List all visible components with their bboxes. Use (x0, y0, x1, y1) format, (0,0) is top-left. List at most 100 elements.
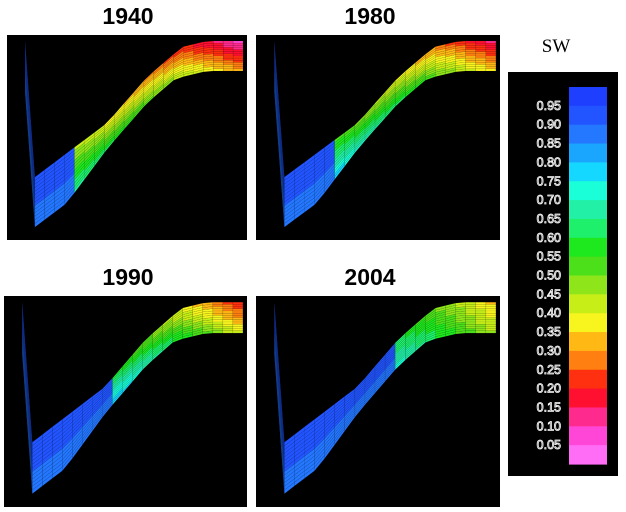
panel-1940 (7, 35, 247, 240)
grid-cell (222, 51, 234, 55)
grid-cell (213, 66, 224, 70)
grid-cell (232, 47, 244, 50)
grid-cell (232, 51, 244, 55)
grid-cell (212, 313, 224, 316)
grid-cell (222, 68, 234, 72)
grid-cell (232, 64, 244, 67)
grid-cell (465, 62, 477, 65)
legend-tick-label: 0.95 (537, 99, 561, 113)
grid-cell (475, 313, 487, 316)
grid-cell (475, 42, 487, 46)
grid-cell (485, 326, 497, 329)
grid-cell (475, 301, 487, 305)
grid-cell (485, 53, 497, 57)
legend-swatch (569, 313, 607, 333)
grid-cell (232, 304, 244, 307)
grid-cell (465, 324, 477, 327)
grid-cell (232, 40, 244, 44)
grid-cell (213, 49, 224, 52)
grid-cell (485, 317, 497, 320)
grid-cell (465, 68, 477, 72)
grid-cell (212, 326, 224, 329)
legend-tick-label: 0.45 (537, 287, 561, 301)
grid-cell (485, 57, 497, 61)
legend-swatch (569, 124, 607, 145)
grid-cell (213, 47, 224, 50)
grid-cell (222, 304, 234, 307)
grid-cell (485, 310, 497, 314)
grid-cell (222, 301, 234, 305)
grid-cell (485, 49, 497, 52)
grid-cell (465, 319, 477, 323)
grid-cell (222, 47, 234, 50)
grid-cell (475, 49, 487, 52)
grid-cell (485, 64, 497, 67)
grid-cell (465, 306, 477, 310)
legend-swatch (569, 162, 607, 182)
legend-swatch (569, 445, 607, 465)
grid-cell (485, 301, 497, 305)
grid-cell (222, 324, 234, 327)
grid-cell (475, 53, 487, 57)
panel-title-1990: 1990 (102, 264, 154, 290)
grid-cell (213, 68, 224, 72)
grid-cell (465, 66, 477, 70)
grid-cell (465, 330, 477, 334)
grid-cell (465, 321, 477, 325)
grid-cell (222, 315, 234, 318)
grid-cell (222, 66, 234, 70)
grid-cell (465, 326, 477, 329)
grid-cell (222, 49, 234, 52)
panel-title-1940: 1940 (102, 3, 154, 29)
grid-cell (465, 53, 477, 57)
legend-swatch (569, 369, 607, 390)
grid-cell (485, 330, 497, 334)
legend-tick-label: 0.10 (537, 419, 561, 433)
grid-cell (485, 308, 497, 312)
grid-cell (475, 66, 487, 70)
grid-cell (213, 53, 224, 57)
grid-cell (222, 53, 234, 57)
grid-cell (232, 321, 244, 325)
grid-cell (232, 45, 244, 48)
grid-cell (475, 315, 487, 318)
grid-cell (475, 64, 487, 67)
grid-cell (232, 60, 244, 63)
grid-cell (212, 324, 224, 327)
grid-cell (232, 55, 244, 59)
grid-cell (232, 66, 244, 70)
grid-cell (465, 301, 477, 305)
legend-tick-label: 0.05 (537, 438, 561, 452)
grid-cell (222, 64, 234, 67)
grid-cell (222, 326, 234, 329)
grid-cell (212, 301, 224, 305)
grid-cell (232, 310, 244, 314)
grid-cell (222, 45, 234, 48)
grid-cell (485, 62, 497, 65)
grid-cell (232, 319, 244, 323)
grid-cell (475, 310, 487, 314)
legend-tick-label: 0.60 (537, 231, 561, 245)
grid-cell (222, 321, 234, 325)
grid-cell (232, 308, 244, 312)
grid-cell (232, 53, 244, 57)
legend-swatch (569, 237, 607, 258)
grid-cell (213, 45, 224, 48)
legend-swatch (569, 181, 607, 201)
grid-cell (465, 47, 477, 50)
legend-tick-label: 0.25 (537, 363, 561, 377)
grid-cell (212, 308, 224, 312)
legend-swatch (569, 407, 607, 427)
grid-cell (465, 40, 477, 44)
grid-cell (485, 313, 497, 316)
grid-cell (475, 55, 487, 59)
grid-cell (222, 57, 234, 61)
legend-tick-label: 0.80 (537, 155, 561, 169)
grid-cell (232, 301, 244, 305)
grid-cell (212, 310, 224, 314)
grid-cell (465, 304, 477, 307)
grid-cell (475, 306, 487, 310)
grid-cell (232, 324, 244, 327)
grid-cell (222, 306, 234, 310)
grid-cell (465, 308, 477, 312)
